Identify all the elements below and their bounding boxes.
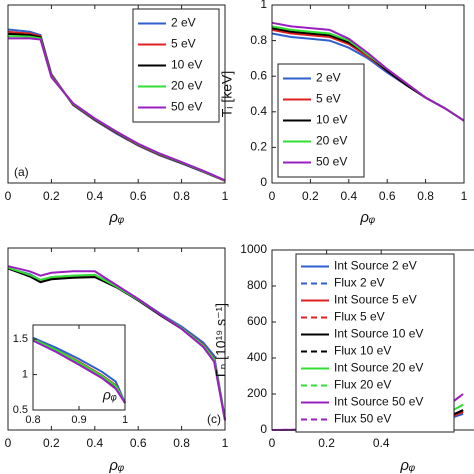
plot-area	[7, 265, 226, 421]
x-axis-label: ρᵩ	[108, 209, 124, 226]
legend-label: Int Source 20 eV	[334, 361, 423, 375]
x-tick-label: 1	[122, 414, 128, 426]
y-axis-label: Tᵢ [keV]	[219, 71, 235, 118]
x-tick-label: 0.8	[173, 189, 190, 203]
legend-label: 20 eV	[316, 134, 347, 148]
y-tick-label: 0.8	[250, 33, 267, 47]
x-tick-label: 0.2	[43, 189, 60, 203]
inset-background	[33, 325, 125, 410]
x-axis-label: ρᵩ	[108, 457, 124, 474]
legend-label: 5 eV	[171, 37, 196, 51]
y-tick-label: 1.5	[13, 333, 28, 345]
panel: 0.8 0.9 1 0.5 1 1.5 ρᵩ	[13, 324, 128, 426]
panel: 0 0.2 0.4 0.6 0.8 1 ρᵩ (a) 2 eV 5 eV 10 eV 20 eV 50 …	[5, 4, 229, 226]
legend-label: 20 eV	[171, 79, 202, 93]
y-tick-label: 0.2	[250, 140, 267, 154]
series-line	[7, 265, 226, 421]
legend-label: Flux 10 eV	[334, 344, 391, 358]
axes-frame	[7, 247, 226, 431]
legend-label: 50 eV	[316, 155, 347, 169]
y-tick-label: 800	[247, 278, 267, 292]
legend-label: 2 eV	[171, 16, 196, 30]
legend-label: Flux 50 eV	[334, 412, 391, 426]
legend-label: 10 eV	[316, 113, 347, 127]
x-tick-label: 0	[5, 189, 12, 203]
series-line	[7, 266, 226, 420]
x-tick-label: 0	[5, 436, 12, 450]
plot-area	[32, 336, 126, 404]
y-tick-label: 0	[260, 422, 267, 436]
y-tick-label: 600	[247, 314, 267, 328]
x-tick-label: 0.4	[340, 189, 357, 203]
x-tick-label: 0.4	[86, 189, 103, 203]
series-line	[271, 21, 465, 122]
x-tick-label: 0.6	[130, 189, 147, 203]
series-line	[32, 339, 126, 404]
series-line	[32, 336, 126, 404]
panel: 0 0.2 0.4 0.6 0.8 1 ρᵩ (c)	[5, 247, 229, 474]
y-tick-label: 1	[260, 0, 267, 11]
legend-label: Int Source 2 eV	[334, 259, 417, 273]
series-line	[8, 37, 226, 182]
x-tick-label: 0.8	[25, 414, 40, 426]
axes-frame	[271, 4, 465, 184]
legend-label: Int Source 50 eV	[334, 395, 423, 409]
legend-label: Int Source 5 eV	[334, 293, 417, 307]
axes-frame	[7, 4, 226, 184]
x-tick-label: 0.8	[417, 189, 434, 203]
panel: 0 0.2 0.4 0.6 0.8 1 0 0.2 0.4 0.6 0.8 1 ρᵩ Tᵢ [keV] 2 …	[219, 0, 468, 226]
x-tick-label: 0.2	[302, 189, 319, 203]
y-tick-label: 0	[260, 175, 267, 189]
plot-area	[7, 28, 226, 182]
x-axis-label: ρᵩ	[102, 387, 117, 403]
legend-label: Flux 20 eV	[334, 378, 391, 392]
legend-label: Flux 5 eV	[334, 310, 385, 324]
legend-label: Int Source 10 eV	[334, 327, 423, 341]
x-tick-label: 0.2	[43, 436, 60, 450]
x-tick-label: 1	[222, 436, 229, 450]
y-tick-label: 0.4	[250, 104, 267, 118]
x-tick-label: 0	[269, 436, 276, 450]
x-tick-label: 0.4	[373, 436, 390, 450]
x-tick-label: 0.8	[173, 436, 190, 450]
y-tick-label: 1000	[240, 242, 267, 256]
x-tick-label: 0.6	[379, 189, 396, 203]
series-line	[32, 338, 126, 404]
y-tick-label: 200	[247, 386, 267, 400]
x-axis-label: ρᵩ	[359, 209, 375, 226]
x-tick-label: 1	[461, 189, 468, 203]
legend: 2 eV 5 eV 10 eV 20 eV 50 eV	[132, 8, 220, 123]
legend-label: 5 eV	[316, 92, 341, 106]
y-tick-label: 1	[22, 368, 28, 380]
x-tick-label: 0.4	[86, 436, 103, 450]
x-tick-label: 0.6	[130, 436, 147, 450]
y-tick-label: 0.6	[250, 68, 267, 82]
axes-frame	[32, 324, 126, 411]
panel-annotation: (a)	[14, 165, 29, 179]
x-tick-label: 0	[269, 189, 276, 203]
x-tick-label: 1	[222, 189, 229, 203]
legend-label: 50 eV	[171, 100, 202, 114]
legend: 2 eV 5 eV 10 eV 20 eV 50 eV	[277, 63, 365, 178]
y-axis-label: Γₙ [10¹⁹ s⁻¹]	[213, 303, 229, 377]
x-tick-label: 0.2	[318, 436, 335, 450]
y-tick-label: 400	[247, 350, 267, 364]
x-axis-label: ρᵩ	[399, 457, 415, 474]
panel: 0 0.2 0.4 0 200 400 600 800 1000 ρᵩ Γₙ [10¹⁹ s⁻¹] I…	[213, 242, 474, 474]
legend-label: Flux 2 eV	[334, 276, 385, 290]
x-tick-label: 0.9	[71, 414, 86, 426]
legend: Int Source 2 eV Flux 2 eV Int Source 5 eV F…	[295, 253, 455, 433]
legend-label: 2 eV	[316, 71, 341, 85]
legend-label: 10 eV	[171, 58, 202, 72]
y-tick-label: 0.5	[13, 404, 28, 416]
panel-annotation: (c)	[207, 412, 221, 426]
plot-area	[271, 21, 465, 122]
